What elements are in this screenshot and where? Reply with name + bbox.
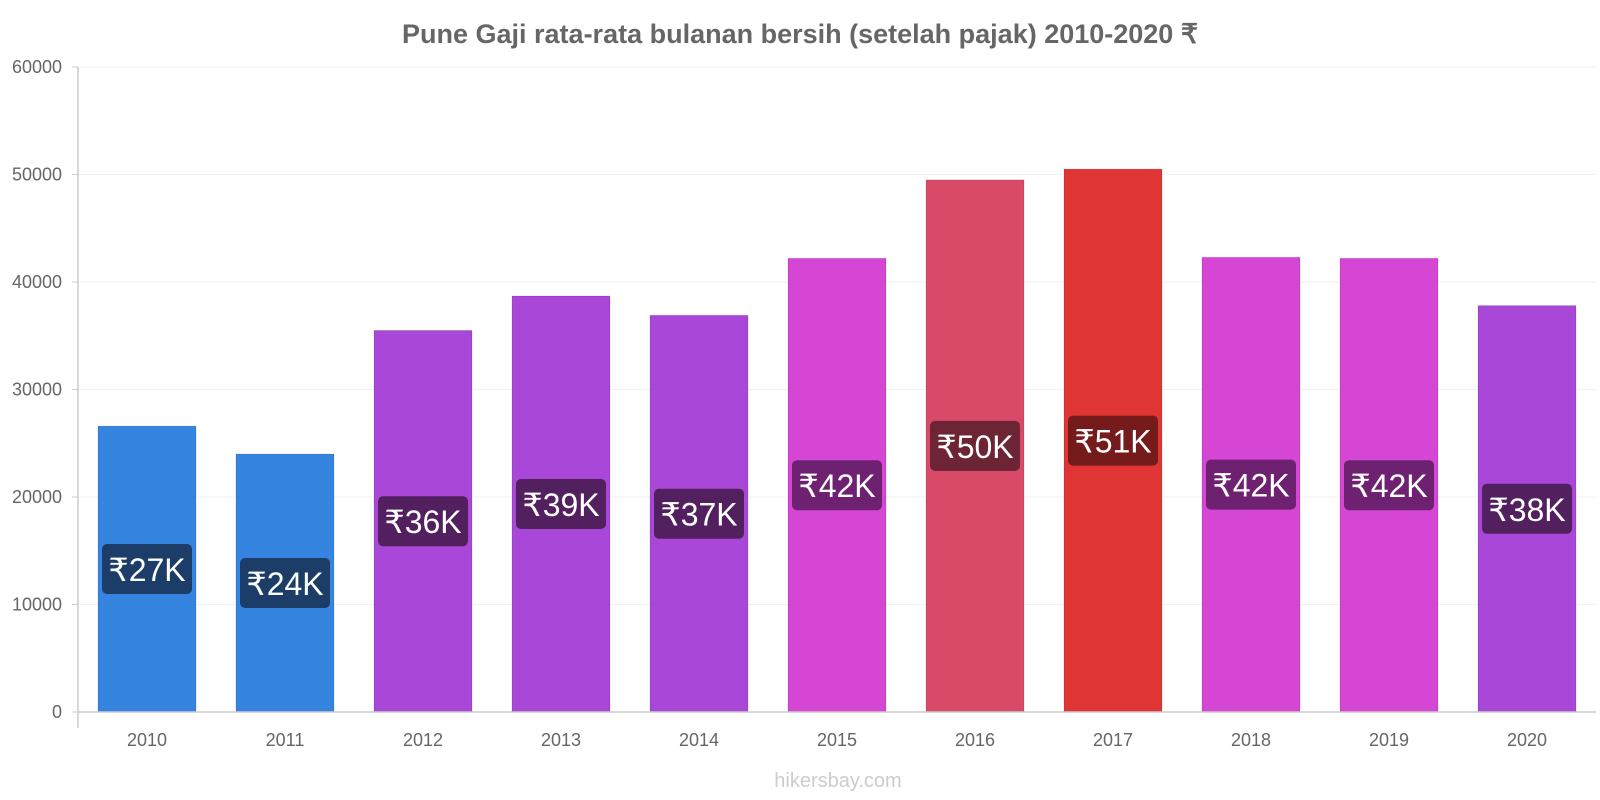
data-label-box	[516, 479, 606, 529]
data-label: ₹27K	[108, 552, 185, 588]
data-label-box	[102, 544, 192, 594]
data-label: ₹50K	[936, 429, 1013, 465]
data-label: ₹42K	[1212, 468, 1289, 504]
data-label-box	[378, 496, 468, 547]
y-tick-label: 10000	[12, 595, 62, 615]
x-tick-label: 2019	[1369, 730, 1409, 750]
y-tick-label: 40000	[12, 272, 62, 292]
x-tick-label: 2016	[955, 730, 995, 750]
data-label-box	[792, 460, 882, 511]
data-label: ₹42K	[798, 468, 875, 504]
x-tick-label: 2018	[1231, 730, 1271, 750]
data-label-box	[930, 420, 1020, 471]
x-axis: 2010 2011 2012 2013 2014 2015 2016 2017 2018 2019…	[78, 711, 1596, 750]
data-label: ₹42K	[1350, 468, 1427, 504]
x-tick-label: 2014	[679, 730, 719, 750]
x-tick-label: 2015	[817, 730, 857, 750]
y-tick-label: 60000	[12, 57, 62, 77]
data-label-box	[1344, 460, 1434, 511]
x-tick-label: 2013	[541, 730, 581, 750]
data-label-box	[654, 488, 744, 539]
x-tick-label: 2010	[127, 730, 167, 750]
data-label-box	[1068, 415, 1158, 466]
data-label: ₹39K	[522, 487, 599, 523]
x-tick-label: 2011	[266, 730, 305, 750]
x-tick-label: 2017	[1093, 730, 1133, 750]
x-tick-label: 2012	[403, 730, 443, 750]
data-label-box	[240, 558, 330, 608]
data-label-box	[1206, 459, 1296, 510]
data-label: ₹51K	[1074, 424, 1151, 460]
x-tick-label: 2020	[1507, 730, 1547, 750]
data-label: ₹36K	[384, 504, 461, 540]
chart-title: Pune Gaji rata-rata bulanan bersih (sete…	[402, 19, 1198, 49]
y-tick-label: 30000	[12, 380, 62, 400]
data-label: ₹37K	[660, 497, 737, 533]
y-tick-label: 0	[52, 702, 62, 722]
y-tick-label: 50000	[12, 165, 62, 185]
source-credit: hikersbay.com	[774, 770, 901, 792]
data-label: ₹24K	[246, 566, 323, 602]
data-label: ₹38K	[1488, 492, 1565, 528]
data-label-box	[1482, 483, 1572, 534]
y-tick-label: 20000	[12, 487, 62, 507]
data-labels: ₹27K ₹24K ₹36K ₹39K ₹37K ₹42K ₹50K ₹51K ₹42K ₹42K…	[102, 415, 1572, 608]
y-axis: 0 10000 20000 30000 40000 50000 60000	[12, 57, 79, 728]
bars	[97, 168, 1577, 713]
